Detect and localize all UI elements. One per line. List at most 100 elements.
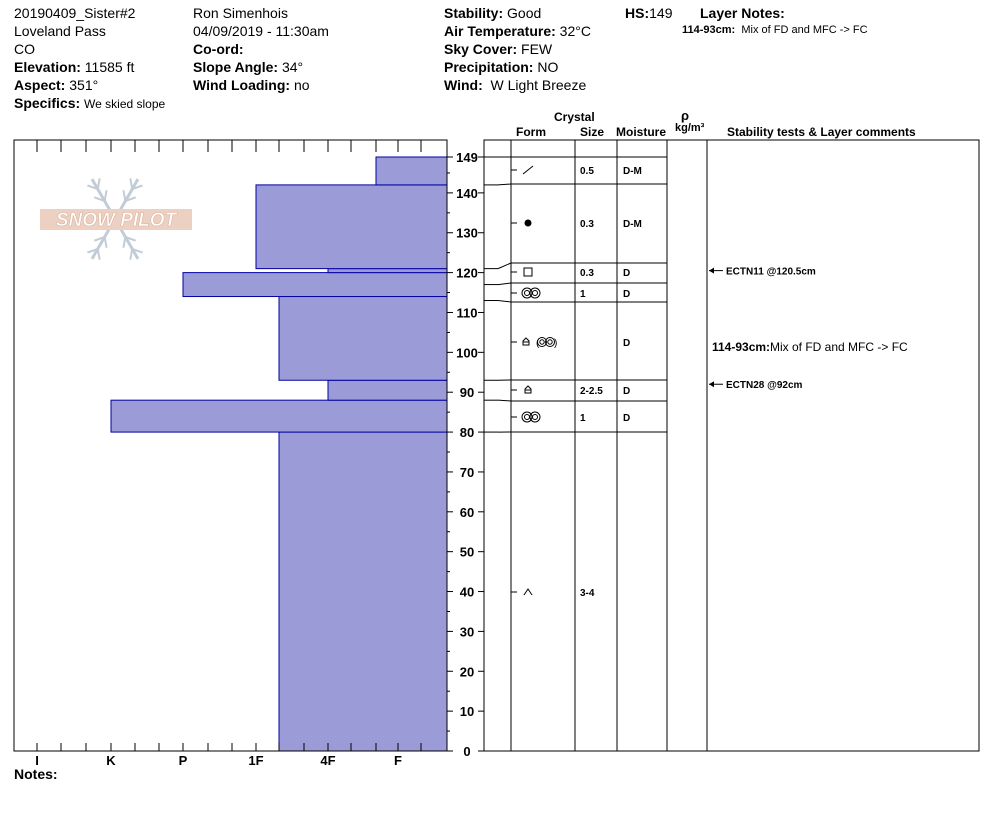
specifics-label: Specifics: bbox=[14, 95, 81, 111]
stability-test-label: ECTN28 @92cm bbox=[726, 380, 803, 391]
hardness-bar bbox=[278, 431, 448, 752]
state: CO bbox=[14, 41, 35, 57]
layer-moisture: D bbox=[623, 338, 630, 349]
wind-loading-value: no bbox=[293, 77, 310, 93]
depth-hoar-symbol bbox=[522, 337, 530, 346]
height-tick-label: 90 bbox=[460, 385, 474, 400]
snowflake-branch bbox=[125, 235, 137, 242]
caret-stroke bbox=[523, 588, 533, 596]
hardness-bar bbox=[110, 399, 448, 433]
snowflake-branch bbox=[103, 190, 108, 202]
height-tick-label: 149 bbox=[456, 150, 478, 165]
wind-loading-label: Wind Loading: bbox=[193, 77, 291, 93]
hardness-bar bbox=[278, 296, 448, 381]
height-tick-label: 70 bbox=[460, 465, 474, 480]
layer-size: 2-2.5 bbox=[580, 386, 603, 397]
layer-boundary-connector bbox=[497, 282, 512, 286]
hardness-tick-label: F bbox=[394, 753, 402, 768]
layer-size: 0.3 bbox=[580, 268, 594, 279]
comments-heading: Stability tests & Layer comments bbox=[727, 125, 916, 139]
elevation-label: Elevation: bbox=[14, 59, 81, 75]
layer-note-text: Mix of FD and MFC -> FC bbox=[741, 24, 868, 36]
outer-circle bbox=[529, 287, 541, 299]
hardness-plot-frame bbox=[13, 139, 448, 752]
precip-label: Precipitation: bbox=[444, 59, 534, 75]
stability-value: Good bbox=[507, 5, 542, 21]
snowflake-branch bbox=[96, 178, 101, 190]
snowflake-branch bbox=[93, 235, 105, 242]
air-temp-value: 32°C bbox=[559, 23, 591, 39]
stability-arrow-head bbox=[709, 381, 714, 388]
slope-angle: Slope Angle: 34° bbox=[193, 58, 303, 76]
hardness-bar bbox=[255, 184, 448, 270]
layer-boundary-connector bbox=[497, 262, 512, 270]
hardness-tick-label: K bbox=[106, 753, 116, 768]
layer-size: 0.3 bbox=[580, 219, 594, 230]
slope-label: Slope Angle: bbox=[193, 59, 279, 75]
precipitation: Precipitation: NO bbox=[444, 58, 558, 76]
hardness-bar bbox=[375, 156, 448, 186]
logo-text: SNOW PILOT bbox=[56, 210, 178, 231]
size-heading: Size bbox=[580, 125, 605, 139]
air-temp: Air Temperature: 32°C bbox=[444, 22, 591, 40]
sky-label: Sky Cover: bbox=[444, 41, 518, 57]
rho-heading: ρ bbox=[681, 108, 690, 123]
snowflake-branch bbox=[93, 196, 105, 203]
slash-stroke bbox=[522, 165, 534, 175]
stability-test-label: ECTN11 @120.5cm bbox=[726, 267, 816, 278]
inner-circle bbox=[539, 339, 545, 345]
hs: HS:149 bbox=[625, 4, 672, 22]
height-tick-label: 30 bbox=[460, 624, 474, 639]
depth-hoar-symbol bbox=[524, 385, 532, 394]
hs-value: 149 bbox=[649, 5, 673, 21]
layer-notes-heading: Layer Notes: bbox=[700, 4, 785, 22]
depth-hoar-melt-forms-symbol: () bbox=[536, 337, 557, 349]
wind-loading: Wind Loading: no bbox=[193, 76, 310, 94]
hardness-bar bbox=[327, 379, 448, 401]
snowflake-branch bbox=[129, 248, 134, 260]
inner-circle bbox=[524, 414, 530, 420]
layer-notes-label: Layer Notes: bbox=[700, 5, 785, 21]
inner-circle bbox=[547, 339, 553, 345]
observer: Ron Simenhois bbox=[193, 5, 288, 21]
crystal-heading: Crystal bbox=[554, 110, 595, 124]
layer-table-frame bbox=[483, 139, 980, 752]
layer-size: 3-4 bbox=[580, 588, 595, 599]
snowflake-branch bbox=[122, 236, 127, 248]
hardness-tick-label: 1F bbox=[248, 753, 263, 768]
layer-boundary-connector bbox=[497, 183, 512, 186]
layer-size: 0.5 bbox=[580, 166, 594, 177]
elevation: Elevation: 11585 ft bbox=[14, 58, 134, 76]
hardness-tick-label: P bbox=[179, 753, 188, 768]
layer-note: 114-93cm: Mix of FD and MFC -> FC bbox=[682, 24, 868, 36]
height-tick-label: 50 bbox=[460, 545, 474, 560]
square-stroke bbox=[523, 267, 533, 277]
height-tick-label: 0 bbox=[463, 744, 470, 759]
height-tick-label: 140 bbox=[456, 186, 478, 201]
coord-label: Co-ord: bbox=[193, 41, 244, 57]
faceted-symbol bbox=[523, 267, 533, 277]
elevation-value: 11585 ft bbox=[84, 59, 135, 75]
datetime: 04/09/2019 - 11:30am bbox=[193, 23, 329, 39]
snowflake-branch bbox=[125, 196, 137, 203]
stability-arrow-head bbox=[709, 267, 714, 274]
density-unit-heading: kg/m³ bbox=[675, 122, 705, 134]
notes-label: Notes: bbox=[14, 766, 58, 782]
wind-label: Wind: bbox=[444, 77, 483, 93]
layer-moisture: D-M bbox=[623, 219, 642, 230]
aspect: Aspect: 351° bbox=[14, 76, 98, 94]
outer-circle bbox=[537, 337, 547, 347]
height-tick-label: 120 bbox=[456, 266, 478, 281]
layer-moisture: D bbox=[623, 413, 630, 424]
snowflake-branch bbox=[96, 248, 101, 260]
layer-comment-text: Mix of FD and MFC -> FC bbox=[770, 340, 908, 354]
sky-cover: Sky Cover: FEW bbox=[444, 40, 552, 58]
layer-boundary-connector bbox=[497, 399, 512, 402]
layer-size: 1 bbox=[580, 413, 586, 424]
pit-name: 20190409_Sister#2 bbox=[14, 5, 136, 21]
snowflake-branch bbox=[131, 184, 143, 191]
specifics-value: We skied slope bbox=[84, 97, 166, 111]
location: Loveland Pass bbox=[14, 23, 106, 39]
layer-moisture: D bbox=[623, 268, 630, 279]
aspect-label: Aspect: bbox=[14, 77, 66, 93]
